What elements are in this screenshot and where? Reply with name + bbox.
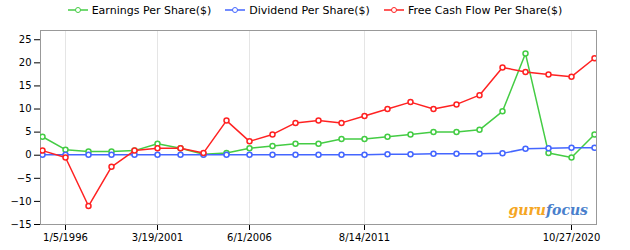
html-text:Earnings Per Share($): Earnings Per Share($)	[91, 3, 212, 17]
svg-text:25: 25	[19, 34, 32, 45]
svg-text:10: 10	[19, 103, 32, 114]
svg-text:6/1/2006: 6/1/2006	[227, 232, 272, 243]
svg-text:8/14/2011: 8/14/2011	[339, 232, 390, 243]
svg-text:3/19/2001: 3/19/2001	[132, 232, 183, 243]
html-text:Dividend Per Share($): Dividend Per Share($)	[249, 3, 370, 17]
svg-text:−15: −15	[10, 219, 31, 230]
svg-text:1/5/1996: 1/5/1996	[43, 232, 88, 243]
html-text:Free Cash Flow Per Share($): Free Cash Flow Per Share($)	[407, 3, 563, 17]
svg-text:−5: −5	[17, 173, 32, 184]
html-text:guru focus: guru focus	[508, 202, 588, 218]
svg-text:−10: −10	[10, 196, 31, 207]
svg-text:5: 5	[25, 126, 31, 137]
svg-text:10/27/2020: 10/27/2020	[543, 232, 601, 243]
svg-text:0: 0	[25, 149, 31, 160]
svg-text:20: 20	[19, 57, 32, 68]
svg-text:15: 15	[19, 80, 32, 91]
